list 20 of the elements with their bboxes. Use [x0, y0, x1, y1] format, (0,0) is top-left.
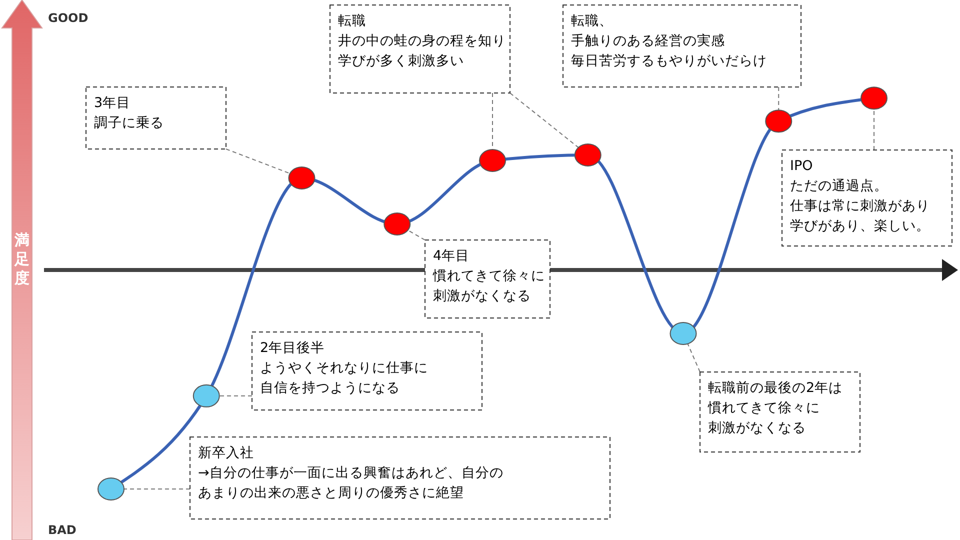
annotation: 新卒入社→自分の仕事が一面に出る興奮はあれど、自分のあまりの出来の悪さと周りの優秀さに絶望	[198, 445, 504, 501]
point	[479, 149, 506, 172]
point	[384, 212, 411, 236]
annotation: 2年目後半ようやくそれなりに仕事に自信を持つようになる	[260, 340, 428, 396]
point	[288, 166, 316, 190]
point	[192, 384, 220, 408]
text: 転職井の中の蛙の身の程を知り学びが多く刺激多い	[338, 13, 506, 69]
annotation: 3年目調子に乗る	[94, 95, 164, 131]
text: BAD	[48, 523, 76, 537]
point	[765, 110, 792, 133]
y-axis-title: 満足度	[14, 231, 30, 287]
annotation: 転職前の最後の2年は慣れてきて徐々に刺激がなくなる	[707, 380, 843, 436]
text: 転職、手触りのある経営の実感毎日苦労するもやりがいだらけ	[571, 13, 767, 69]
point	[670, 322, 697, 346]
point	[98, 478, 124, 500]
point	[574, 144, 602, 167]
annotation: 4年目慣れてきて徐々に刺激がなくなる	[432, 248, 545, 304]
point	[860, 86, 888, 110]
text: GOOD	[48, 11, 88, 25]
annotation: IPOただの通過点。仕事は常に刺激があり学びがあり、楽しい。	[789, 158, 930, 234]
